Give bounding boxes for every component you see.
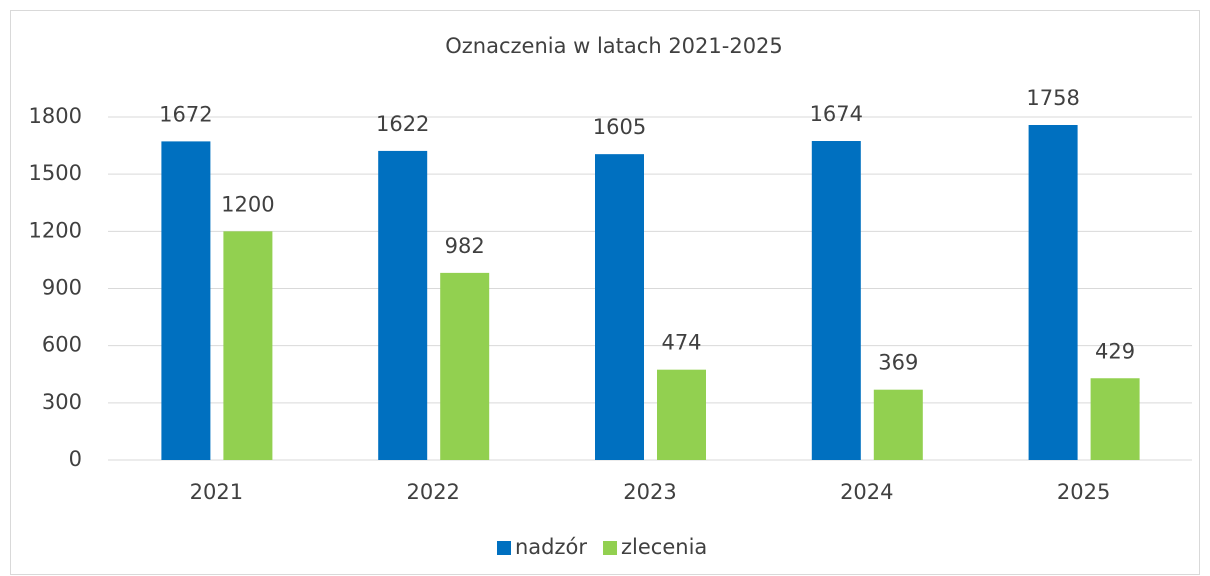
y-tick-label: 600 bbox=[42, 333, 82, 357]
data-label: 474 bbox=[661, 331, 701, 355]
data-label: 1758 bbox=[1026, 86, 1079, 110]
bar bbox=[873, 389, 923, 460]
bar bbox=[378, 150, 428, 460]
data-label: 429 bbox=[1095, 339, 1135, 363]
y-tick-label: 0 bbox=[69, 447, 82, 471]
data-label: 1200 bbox=[221, 192, 274, 216]
data-label: 1672 bbox=[159, 102, 212, 126]
bar bbox=[161, 141, 211, 460]
data-label: 369 bbox=[878, 351, 918, 375]
legend-swatch bbox=[497, 541, 511, 555]
bar bbox=[223, 231, 273, 460]
x-tick-label: 2025 bbox=[1057, 480, 1110, 504]
y-tick-label: 1800 bbox=[29, 104, 82, 128]
bar bbox=[1090, 378, 1140, 460]
x-tick-label: 2022 bbox=[406, 480, 459, 504]
bar bbox=[440, 272, 490, 460]
x-tick-label: 2024 bbox=[840, 480, 893, 504]
bar bbox=[657, 369, 706, 460]
data-label: 982 bbox=[445, 234, 485, 258]
bar bbox=[595, 154, 644, 461]
legend-label: zlecenia bbox=[621, 535, 707, 559]
chart-title: Oznaczenia w latach 2021-2025 bbox=[445, 34, 783, 58]
data-label: 1622 bbox=[376, 112, 429, 136]
x-tick-label: 2023 bbox=[623, 480, 676, 504]
y-tick-label: 900 bbox=[42, 276, 82, 300]
y-tick-label: 1200 bbox=[29, 218, 82, 242]
y-tick-label: 1500 bbox=[29, 161, 82, 185]
legend-swatch bbox=[603, 541, 618, 555]
data-label: 1674 bbox=[810, 102, 863, 126]
bar bbox=[811, 141, 861, 460]
legend-label: nadzór bbox=[515, 535, 587, 559]
x-tick-label: 2021 bbox=[190, 480, 243, 504]
data-label: 1605 bbox=[593, 115, 646, 139]
y-tick-label: 300 bbox=[42, 390, 82, 414]
bar bbox=[1028, 125, 1078, 461]
